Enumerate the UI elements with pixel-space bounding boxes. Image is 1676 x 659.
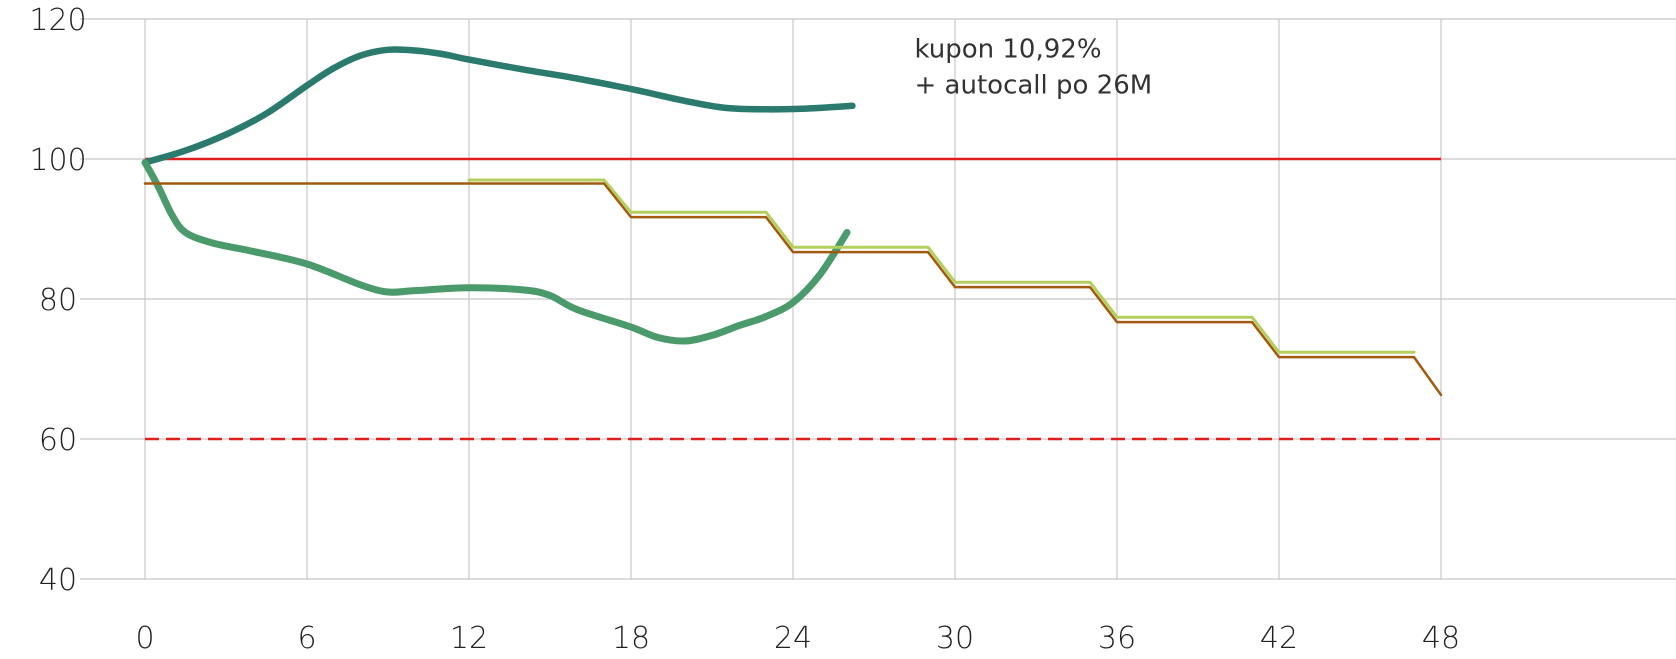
series-line-1 xyxy=(141,46,856,166)
x-tick-label: 30 xyxy=(936,621,974,656)
x-tick-label: 12 xyxy=(450,621,488,656)
y-tick-label: 40 xyxy=(39,563,77,598)
y-tick-label: 100 xyxy=(29,143,86,178)
x-tick-label: 42 xyxy=(1260,621,1298,656)
annotation-line-2: + autocall po 26M xyxy=(915,71,1153,101)
annotation-line-1: kupon 10,92% xyxy=(915,35,1102,65)
x-tick-labels: 0 6 12 18 24 30 36 42 48 xyxy=(135,621,1460,656)
y-tick-label: 80 xyxy=(39,283,77,318)
x-tick-label: 36 xyxy=(1098,621,1136,656)
series-line-2 xyxy=(141,159,851,345)
grid xyxy=(80,18,1676,580)
x-tick-label: 48 xyxy=(1422,621,1460,656)
y-tick-label: 120 xyxy=(29,3,86,38)
reference-lines xyxy=(145,157,1441,441)
x-tick-label: 24 xyxy=(774,621,812,656)
x-tick-label: 18 xyxy=(612,621,650,656)
series-line-3 xyxy=(467,178,1416,354)
series-layer xyxy=(141,46,1443,397)
series-line-4 xyxy=(143,182,1443,397)
y-tick-label: 60 xyxy=(39,423,77,458)
x-tick-label: 6 xyxy=(297,621,316,656)
y-tick-labels: 40 60 80 100 120 xyxy=(29,3,86,598)
x-tick-label: 0 xyxy=(135,621,154,656)
